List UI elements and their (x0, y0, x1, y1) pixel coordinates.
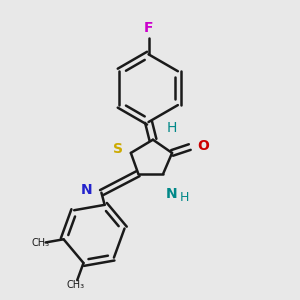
Text: N: N (166, 187, 178, 201)
Text: O: O (197, 139, 209, 153)
Text: H: H (167, 121, 177, 135)
Text: H: H (179, 191, 189, 204)
Text: N: N (81, 183, 93, 197)
Text: CH₃: CH₃ (32, 238, 50, 248)
Text: F: F (144, 21, 153, 35)
Text: CH₃: CH₃ (67, 280, 85, 290)
Text: S: S (112, 142, 123, 156)
